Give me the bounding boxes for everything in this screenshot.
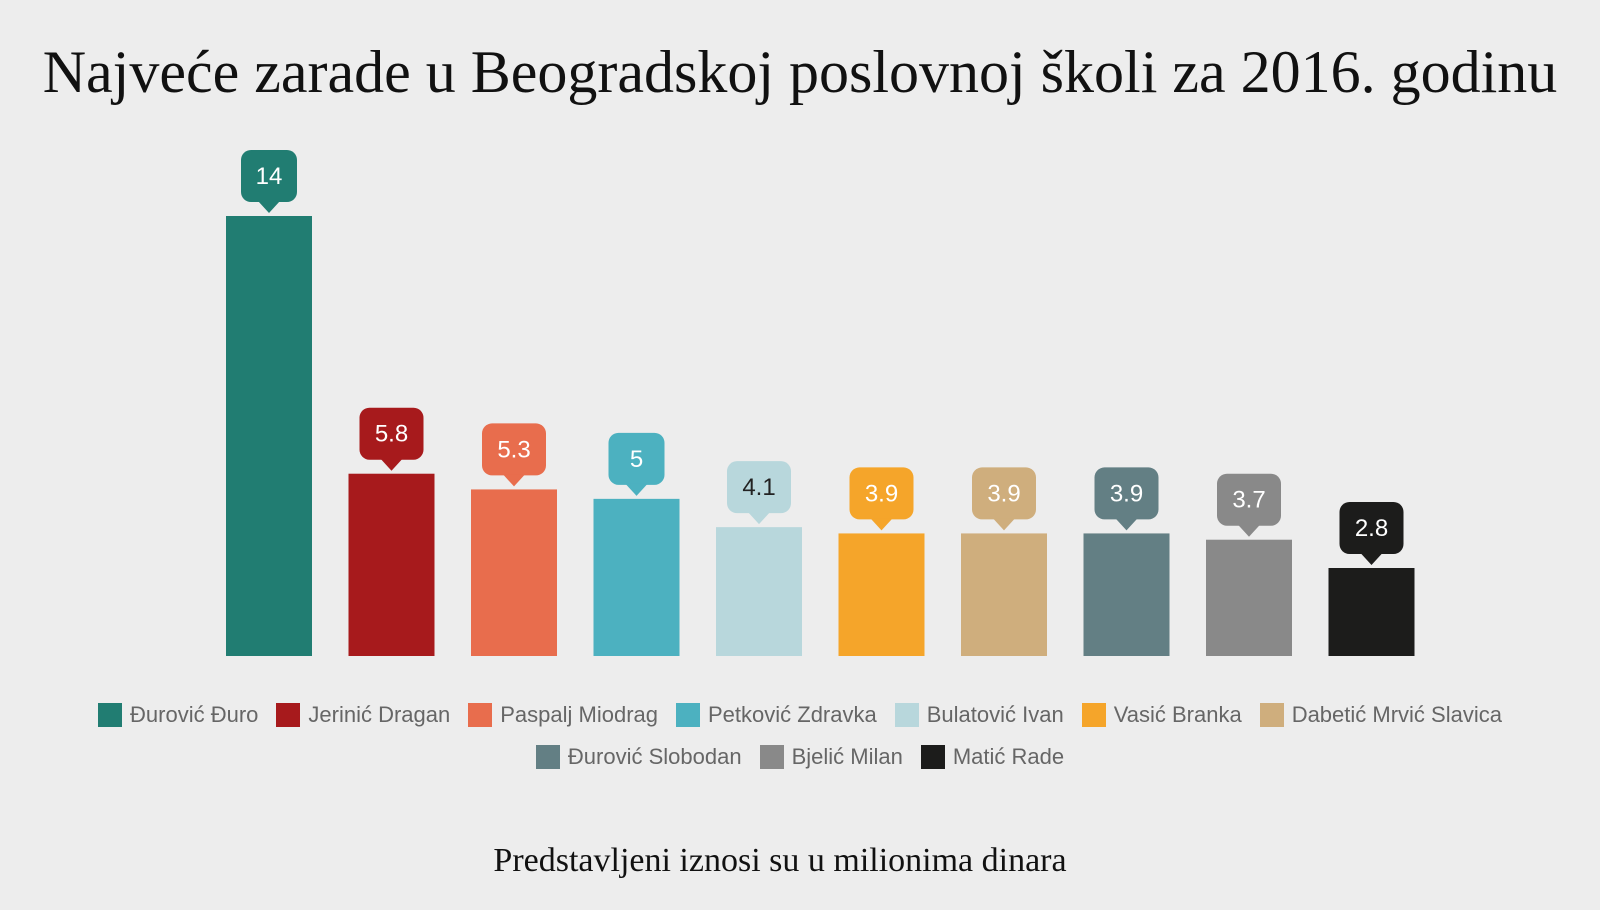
legend-label: Paspalj Miodrag: [500, 702, 658, 727]
value-label-djurovic-djuro: 14: [256, 163, 283, 190]
legend-item-vasic-branka[interactable]: Vasić Branka: [1081, 702, 1242, 728]
legend-swatch: [98, 703, 123, 727]
bar-bjelic-milan: [1206, 539, 1292, 656]
legend-swatch: [468, 703, 493, 727]
value-callout-pointer-bulatovic-ivan: [748, 512, 770, 525]
bar-jerinic-dragan: [348, 473, 435, 656]
legend-item-bulatovic-ivan[interactable]: Bulatović Ivan: [894, 702, 1064, 728]
value-callout-bulatovic-ivan: [727, 461, 791, 514]
legend-label: Bulatović Ivan: [926, 702, 1064, 727]
chart-title: Najveće zarade u Beogradskoj poslovnoj š…: [42, 39, 1558, 105]
legend-label: Petković Zdravka: [708, 702, 877, 727]
legend-item-bjelic-milan[interactable]: Bjelić Milan: [759, 744, 903, 770]
value-label-bjelic-milan: 3.7: [1232, 487, 1265, 514]
value-callout-pointer-bjelic-milan: [1238, 524, 1260, 537]
legend-item-dabetic-mrvic-slavica[interactable]: Dabetić Mrvić Slavica: [1259, 702, 1502, 728]
value-callout-pointer-paspalj-miodrag: [503, 474, 525, 487]
value-label-jerinic-dragan: 5.8: [375, 421, 408, 448]
value-label-dabetic-mrvic-slavica: 3.9: [987, 480, 1020, 507]
legend-label: Dabetić Mrvić Slavica: [1291, 702, 1502, 727]
value-callout-pointer-djurovic-slobodan: [1115, 518, 1138, 531]
value-callout-vasic-branka: [849, 467, 914, 520]
legend-label: Đurović Slobodan: [567, 744, 742, 769]
legend-swatch: [920, 745, 945, 769]
legend-label: Matić Rade: [952, 744, 1065, 769]
legend-item-matic-rade[interactable]: Matić Rade: [920, 744, 1065, 770]
value-label-vasic-branka: 3.9: [865, 480, 898, 507]
value-callout-paspalj-miodrag: [482, 423, 546, 476]
legend-swatch: [1081, 703, 1106, 727]
bar-chart: 14 5.8 5.3 5 4.1 3.9 3.9 3.9 3.7 2.8: [226, 150, 1415, 656]
value-callout-jerinic-dragan: [359, 407, 424, 460]
value-label-djurovic-slobodan: 3.9: [1110, 480, 1143, 507]
value-callout-pointer-dabetic-mrvic-slavica: [993, 518, 1015, 531]
bar-djurovic-slobodan: [1083, 533, 1170, 656]
bar-vasic-branka: [838, 533, 925, 656]
bar-bulatovic-ivan: [716, 527, 802, 656]
value-callout-djurovic-djuro: [241, 150, 297, 202]
legend: Đurović Đuro Jerinić Dragan Paspalj Miodra…: [30, 702, 1570, 770]
bar-petkovic-zdravka: [593, 498, 680, 656]
value-label-matic-rade: 2.8: [1355, 515, 1388, 542]
value-callout-petkovic-zdravka: [608, 432, 665, 485]
legend-label: Bjelić Milan: [791, 744, 903, 769]
bar-matic-rade: [1328, 568, 1415, 656]
legend-swatch: [276, 703, 301, 727]
bar-djurovic-djuro: [226, 216, 312, 656]
value-callout-pointer-matic-rade: [1360, 553, 1383, 565]
legend-swatch: [676, 703, 700, 727]
value-callout-bjelic-milan: [1217, 473, 1281, 526]
legend-item-djurovic-slobodan[interactable]: Đurović Slobodan: [535, 744, 742, 770]
legend-item-djurovic-djuro[interactable]: Đurović Đuro: [98, 702, 258, 728]
legend-item-paspalj-miodrag[interactable]: Paspalj Miodrag: [468, 702, 658, 728]
value-label-bulatovic-ivan: 4.1: [742, 474, 775, 501]
value-callout-pointer-vasic-branka: [870, 518, 893, 531]
value-callout-pointer-jerinic-dragan: [380, 458, 403, 471]
legend-label: Đurović Đuro: [130, 702, 259, 727]
legend-swatch: [535, 745, 560, 769]
bar-paspalj-miodrag: [471, 489, 557, 656]
legend-swatch: [1259, 703, 1284, 727]
legend-swatch: [894, 703, 919, 727]
legend-item-jerinic-dragan[interactable]: Jerinić Dragan: [276, 702, 450, 728]
value-callout-pointer-petkovic-zdravka: [625, 483, 648, 496]
legend-label: Vasić Branka: [1113, 702, 1242, 727]
bar-dabetic-mrvic-slavica: [961, 533, 1047, 656]
value-label-paspalj-miodrag: 5.3: [497, 436, 530, 463]
legend-swatch: [759, 745, 784, 769]
value-callout-dabetic-mrvic-slavica: [972, 467, 1036, 520]
value-callout-matic-rade: [1339, 502, 1404, 554]
value-callout-djurovic-slobodan: [1094, 467, 1159, 520]
legend-item-petkovic-zdravka[interactable]: Petković Zdravka: [676, 702, 877, 728]
chart-subtitle: Predstavljeni iznosi su u milionima dina…: [493, 842, 1067, 879]
value-callout-pointer-djurovic-djuro: [258, 201, 280, 213]
value-label-petkovic-zdravka: 5: [630, 446, 643, 473]
legend-label: Jerinić Dragan: [308, 702, 451, 727]
